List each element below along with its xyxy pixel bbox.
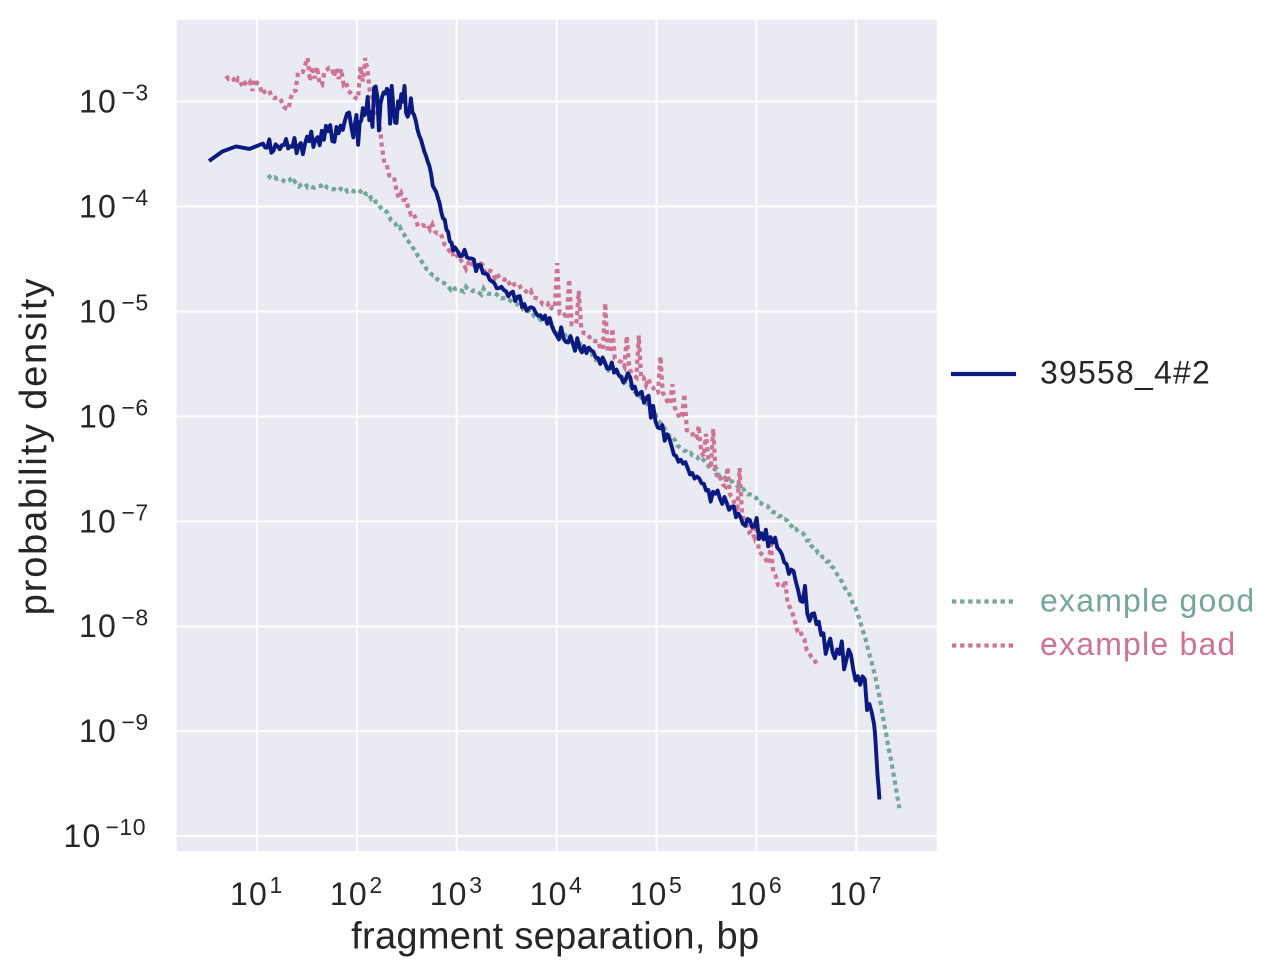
svg-text:probability density: probability density	[13, 277, 55, 615]
svg-text:3: 3	[469, 872, 482, 898]
svg-text:−10: −10	[106, 814, 147, 840]
svg-text:10: 10	[79, 188, 117, 224]
svg-text:10: 10	[530, 876, 568, 912]
svg-text:−5: −5	[122, 290, 149, 316]
svg-text:5: 5	[669, 872, 682, 898]
svg-text:1: 1	[270, 872, 283, 898]
svg-text:10: 10	[79, 608, 117, 644]
svg-text:−8: −8	[122, 604, 149, 630]
svg-text:10: 10	[79, 293, 117, 329]
svg-text:example bad: example bad	[1040, 626, 1236, 662]
svg-text:−7: −7	[122, 499, 149, 525]
svg-text:−4: −4	[122, 185, 149, 211]
svg-text:39558_4#2: 39558_4#2	[1040, 355, 1211, 391]
svg-text:10: 10	[230, 876, 268, 912]
svg-text:10: 10	[79, 398, 117, 434]
svg-text:10: 10	[630, 876, 668, 912]
svg-text:−9: −9	[122, 709, 149, 735]
svg-text:10: 10	[829, 876, 867, 912]
svg-text:2: 2	[369, 872, 382, 898]
svg-text:10: 10	[79, 84, 117, 120]
svg-text:−6: −6	[122, 394, 149, 420]
svg-text:−3: −3	[122, 80, 149, 106]
svg-text:7: 7	[869, 872, 882, 898]
svg-text:4: 4	[569, 872, 582, 898]
svg-text:10: 10	[330, 876, 368, 912]
svg-text:10: 10	[729, 876, 767, 912]
svg-text:example good: example good	[1040, 583, 1255, 619]
svg-text:fragment separation, bp: fragment separation, bp	[351, 916, 759, 958]
svg-text:10: 10	[79, 713, 117, 749]
svg-text:6: 6	[769, 872, 782, 898]
svg-text:10: 10	[79, 503, 117, 539]
svg-text:10: 10	[64, 818, 102, 854]
svg-text:10: 10	[430, 876, 468, 912]
